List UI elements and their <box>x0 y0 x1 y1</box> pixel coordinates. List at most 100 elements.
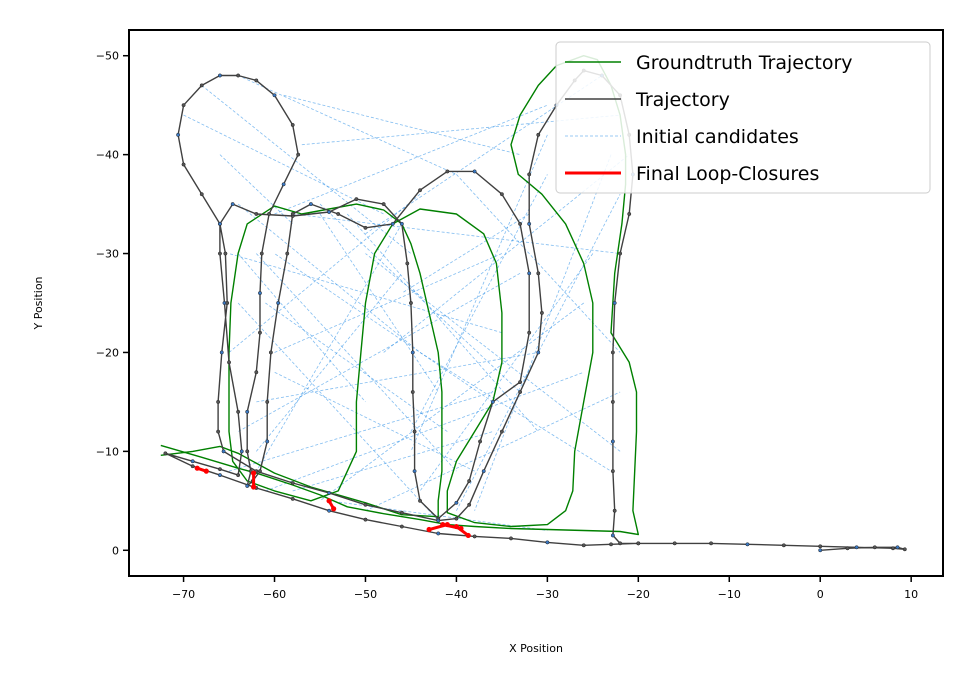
trajectory-pose-9 <box>745 542 750 547</box>
trajectory-pose-83 <box>267 212 272 216</box>
trajectory-pose-47 <box>412 429 417 434</box>
groundtruth-trajectory-line <box>160 55 639 536</box>
candidate-link-31 <box>228 253 503 334</box>
candidate-link-0 <box>237 203 421 353</box>
trajectory-pose-90 <box>217 73 222 78</box>
candidate-link-19 <box>183 114 384 215</box>
trajectory-pose-78 <box>245 409 250 414</box>
trajectory-pose-22 <box>290 496 295 501</box>
candidate-link-4 <box>319 203 521 393</box>
trajectory-pose-99 <box>219 350 224 355</box>
trajectory-pose-88 <box>254 78 259 83</box>
candidate-link-18 <box>219 154 293 225</box>
trajectory-pose-93 <box>176 132 181 137</box>
axis-ticks: −70 −60 −50 −40 −30 −20 −10 0 10 0 −10 −20 −30 −40 −50 <box>96 50 918 601</box>
trajectory-pose-25 <box>190 464 195 469</box>
trajectory-pose-131 <box>610 399 615 404</box>
candidate-link-27 <box>419 352 612 472</box>
candidate-link-41 <box>237 253 366 403</box>
trajectory-pose-3 <box>895 545 900 550</box>
trajectory-pose-40 <box>354 197 359 202</box>
trajectory-pose-46 <box>410 390 415 394</box>
trajectory-pose-29 <box>236 473 241 478</box>
trajectory-pose-130 <box>610 350 615 355</box>
y-tick-label-0: 0 <box>112 544 119 557</box>
loop-closure-end-0 <box>203 468 209 474</box>
trajectory-pose-137 <box>636 541 641 546</box>
x-tick-label-10: 10 <box>904 588 918 601</box>
candidate-link-33 <box>419 253 594 492</box>
candidate-link-38 <box>228 391 493 472</box>
plot-frame <box>128 29 944 577</box>
trajectory-pose-134 <box>612 508 617 513</box>
candidate-link-28 <box>410 174 548 432</box>
trajectory-pose-41 <box>381 202 386 207</box>
trajectory-pose-75 <box>245 484 250 488</box>
loop-closure-start-3 <box>426 526 432 533</box>
trajectory-pose-101 <box>216 429 221 434</box>
trajectory-pose-117 <box>527 221 532 226</box>
trajectory-pose-0 <box>818 548 823 553</box>
trajectory-pose-60 <box>472 169 477 174</box>
candidate-link-1 <box>256 253 457 472</box>
trajectory-pose-11 <box>672 541 677 546</box>
trajectory-pose-79 <box>254 370 259 375</box>
candidate-link-34 <box>456 194 621 511</box>
trajectory-pose-114 <box>536 350 541 355</box>
trajectory-pose-65 <box>336 212 341 216</box>
loop-closure-start-2 <box>326 498 332 504</box>
trajectory-pose-54 <box>490 399 495 404</box>
trajectory-pose-89 <box>236 73 241 78</box>
trajectory-pose-104 <box>290 481 295 485</box>
candidate-link-11 <box>410 134 548 452</box>
trajectory-pose-77 <box>245 449 250 454</box>
trajectory-pose-27 <box>190 459 195 464</box>
trajectory-pose-85 <box>296 152 301 157</box>
trajectory-pose-64 <box>363 225 368 230</box>
x-tick-label--30: −30 <box>536 588 559 601</box>
trajectory-pose-67 <box>290 212 295 216</box>
trajectory-pose-94 <box>181 162 186 167</box>
trajectory-pose-32 <box>227 360 231 365</box>
trajectory-pose-19 <box>399 524 404 529</box>
loop-closure-end-2 <box>331 506 337 512</box>
trajectory-pose-16 <box>509 536 513 541</box>
trajectory-pose-127 <box>627 212 632 216</box>
trajectory-pose-95 <box>199 192 204 197</box>
candidate-link-40 <box>346 213 539 432</box>
candidate-link-13 <box>474 154 612 511</box>
legend-entry-2: Initial candidates <box>636 126 799 148</box>
candidate-link-39 <box>265 371 584 492</box>
candidate-link-37 <box>256 273 403 452</box>
trajectory-pose-72 <box>265 439 270 444</box>
trajectory-pose-69 <box>276 301 281 305</box>
trajectory-pose-4 <box>902 547 907 552</box>
x-tick-label--40: −40 <box>445 588 468 601</box>
trajectory-pose-111 <box>481 469 486 474</box>
trajectory-pose-97 <box>223 251 228 256</box>
trajectory-pose-10 <box>709 541 714 546</box>
trajectory-pose-109 <box>454 516 459 521</box>
trajectory-pose-5 <box>891 546 895 551</box>
trajectory-pose-115 <box>539 310 544 315</box>
candidate-link-10 <box>237 272 521 432</box>
trajectory-pose-80 <box>258 330 262 335</box>
trajectory-pose-39 <box>327 210 332 214</box>
trajectory-pose-34 <box>217 251 222 256</box>
candidate-link-14 <box>365 253 621 452</box>
legend-entry-3: Final Loop-Closures <box>636 163 819 185</box>
loop-closure-start-0 <box>194 465 200 471</box>
trajectory-pose-92 <box>181 103 186 108</box>
trajectory-pose-108 <box>436 518 441 523</box>
x-tick-label--60: −60 <box>263 588 286 601</box>
candidate-link-9 <box>274 253 494 403</box>
legend-box <box>555 41 931 194</box>
trajectory-pose-58 <box>518 221 523 226</box>
trajectory-pose-113 <box>518 390 523 394</box>
trajectory-line <box>164 69 906 551</box>
trajectory-pose-112 <box>499 429 504 434</box>
x-axis-label: X Position <box>509 642 563 655</box>
trajectory-pose-105 <box>327 490 332 495</box>
trajectory-pose-24 <box>217 473 222 478</box>
trajectory-pose-43 <box>405 261 410 266</box>
